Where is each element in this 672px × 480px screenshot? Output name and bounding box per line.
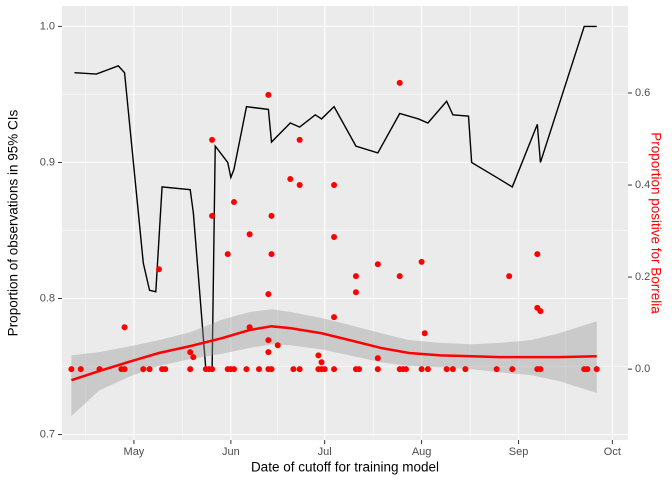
- point: [162, 366, 169, 373]
- point: [352, 289, 359, 296]
- point: [424, 366, 431, 373]
- x-tick-label: May: [124, 446, 145, 458]
- point: [418, 366, 425, 373]
- point: [374, 366, 381, 373]
- point: [356, 366, 363, 373]
- point: [331, 182, 338, 189]
- x-tick-label: Sep: [509, 446, 529, 458]
- point: [296, 182, 303, 189]
- panel: [62, 6, 628, 440]
- point: [268, 212, 275, 219]
- point: [274, 342, 281, 349]
- point: [318, 359, 325, 366]
- point: [296, 366, 303, 373]
- y2-tick-label: 0.6: [635, 87, 650, 99]
- y2-tick-label: 0.0: [635, 363, 650, 375]
- point: [140, 366, 147, 373]
- point: [209, 136, 216, 143]
- point: [449, 366, 456, 373]
- point: [268, 366, 275, 373]
- point: [462, 366, 469, 373]
- x-tick-label: Jul: [318, 446, 332, 458]
- point: [296, 136, 303, 143]
- point: [506, 273, 513, 280]
- point: [187, 349, 194, 356]
- point: [534, 251, 541, 258]
- y-tick-label: 0.8: [40, 292, 55, 304]
- point: [290, 366, 297, 373]
- point: [77, 366, 84, 373]
- y2-tick-label: 0.4: [635, 179, 650, 191]
- point: [443, 366, 450, 373]
- point: [374, 261, 381, 268]
- point: [187, 366, 194, 373]
- point: [209, 366, 216, 373]
- point: [493, 366, 500, 373]
- point: [155, 266, 162, 273]
- point: [121, 366, 128, 373]
- point: [146, 366, 153, 373]
- smooth-line: [70, 325, 597, 382]
- y2-tick-label: 0.2: [635, 271, 650, 283]
- y-tick-label: 0.9: [40, 156, 55, 168]
- x-tick-label: Oct: [604, 446, 621, 458]
- point: [402, 366, 409, 373]
- point: [315, 352, 322, 359]
- point: [584, 366, 591, 373]
- x-axis-title: Date of cutoff for training model: [251, 460, 439, 475]
- point: [509, 366, 516, 373]
- point: [265, 349, 272, 356]
- point: [246, 324, 253, 331]
- point: [593, 366, 600, 373]
- point: [265, 291, 272, 298]
- point: [243, 366, 250, 373]
- line: [74, 25, 597, 372]
- point: [230, 199, 237, 206]
- x-tick-label: Aug: [412, 446, 432, 458]
- point: [209, 212, 216, 219]
- point: [374, 355, 381, 362]
- point: [68, 366, 75, 373]
- point: [331, 314, 338, 321]
- point: [265, 337, 272, 344]
- y-tick-label: 1.0: [40, 20, 55, 32]
- point: [331, 234, 338, 241]
- point: [190, 354, 197, 361]
- point: [256, 366, 263, 373]
- point: [418, 258, 425, 265]
- point: [224, 251, 231, 258]
- point: [246, 231, 253, 238]
- point: [396, 273, 403, 280]
- y2-axis-title: Proportion positive for Borrelia: [648, 132, 663, 314]
- point: [352, 273, 359, 280]
- point: [396, 79, 403, 86]
- x-tick-label: Jun: [222, 446, 240, 458]
- point: [121, 324, 128, 331]
- point: [268, 251, 275, 258]
- point: [321, 366, 328, 373]
- point: [537, 366, 544, 373]
- point: [230, 366, 237, 373]
- confidence-band: [71, 309, 597, 417]
- point: [265, 91, 272, 98]
- y-axis-title: Proportion of observations in 95% CIs: [6, 109, 21, 336]
- point: [287, 176, 294, 183]
- point: [537, 308, 544, 315]
- point: [421, 330, 428, 337]
- point: [96, 366, 103, 373]
- marks: [68, 25, 600, 417]
- y-tick-label: 0.7: [40, 428, 55, 440]
- point: [331, 366, 338, 373]
